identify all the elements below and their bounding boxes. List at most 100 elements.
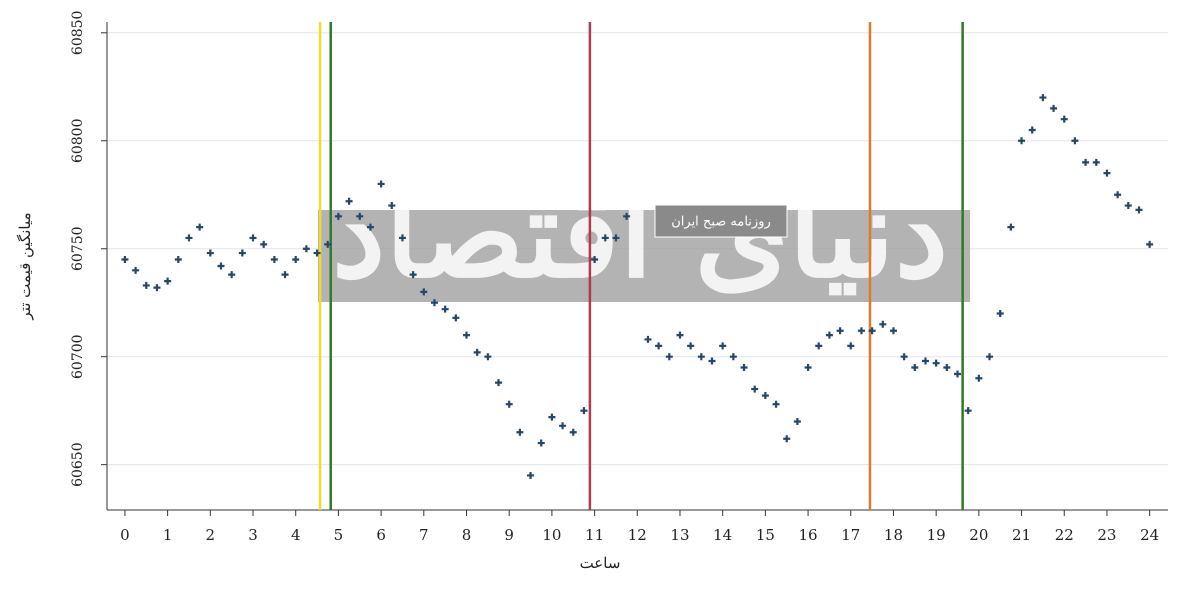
data-point (484, 353, 492, 361)
data-point (121, 256, 129, 264)
watermark-band (318, 210, 970, 302)
y-tick-label: 60700 (70, 334, 86, 379)
data-point (804, 363, 812, 371)
data-point (270, 256, 278, 264)
data-point (153, 284, 161, 292)
data-point (580, 407, 588, 415)
data-point (612, 234, 620, 242)
data-point (857, 327, 865, 335)
data-point (601, 234, 609, 242)
x-tick-label: 4 (291, 526, 301, 544)
data-point (761, 392, 769, 400)
data-point (527, 471, 535, 479)
data-point (1114, 191, 1122, 199)
data-point (430, 299, 438, 307)
data-point (996, 310, 1004, 318)
x-tick-label: 16 (799, 526, 818, 544)
data-point (1018, 137, 1026, 145)
data-point (569, 428, 577, 436)
data-point (1007, 223, 1015, 231)
data-point (1060, 115, 1068, 123)
data-point (665, 353, 673, 361)
data-point (783, 435, 791, 443)
x-tick-label: 9 (504, 526, 514, 544)
x-tick-label: 12 (628, 526, 647, 544)
data-point (441, 305, 449, 313)
data-point (249, 234, 257, 242)
data-point (676, 331, 684, 339)
data-point (1103, 169, 1111, 177)
data-point (1135, 206, 1143, 214)
x-tick-label: 10 (542, 526, 561, 544)
data-point (313, 249, 321, 257)
data-point (772, 400, 780, 408)
data-point (495, 379, 503, 387)
y-tick-label: 60850 (70, 11, 86, 56)
data-point (409, 271, 417, 279)
x-tick-label: 15 (756, 526, 775, 544)
data-point (356, 212, 364, 220)
watermark-title: دنیای اقتصاد (332, 164, 948, 305)
data-point (964, 407, 972, 415)
data-point (185, 234, 193, 242)
data-point (452, 314, 460, 322)
x-tick-label: 0 (120, 526, 130, 544)
data-point (238, 249, 246, 257)
data-point (900, 353, 908, 361)
data-point (921, 357, 929, 365)
y-tick-label: 60800 (70, 118, 86, 163)
data-point (623, 212, 631, 220)
x-tick-label: 3 (248, 526, 258, 544)
data-point (142, 281, 150, 289)
data-point (986, 353, 994, 361)
x-tick-label: 7 (419, 526, 429, 544)
y-tick-label: 60650 (70, 442, 86, 487)
data-point (1071, 137, 1079, 145)
x-tick-label: 5 (334, 526, 344, 544)
data-point (228, 271, 236, 279)
x-tick-label: 14 (713, 526, 732, 544)
data-point (729, 353, 737, 361)
data-point (398, 234, 406, 242)
data-point (655, 342, 663, 350)
data-point (1028, 126, 1036, 134)
data-point (1050, 104, 1058, 112)
data-point (719, 342, 727, 350)
data-point (687, 342, 695, 350)
data-point (366, 223, 374, 231)
data-point (815, 342, 823, 350)
data-point (388, 202, 396, 210)
x-axis-title: ساعت (580, 554, 621, 572)
data-point (591, 256, 599, 264)
x-tick-label: 6 (376, 526, 386, 544)
x-tick-label: 24 (1140, 526, 1159, 544)
data-point (1082, 158, 1090, 166)
data-point (975, 374, 983, 382)
x-tick-label: 8 (462, 526, 472, 544)
data-point (132, 266, 140, 274)
data-point (911, 363, 919, 371)
data-point (174, 256, 182, 264)
data-point (164, 277, 172, 285)
x-tick-label: 18 (884, 526, 903, 544)
x-tick-label: 20 (969, 526, 988, 544)
data-point (889, 327, 897, 335)
x-tick-label: 11 (585, 526, 604, 544)
data-point (324, 240, 332, 248)
data-point (943, 363, 951, 371)
x-tick-label: 23 (1097, 526, 1116, 544)
data-point (292, 256, 300, 264)
data-point (377, 180, 385, 188)
data-point (1039, 94, 1047, 102)
data-point (825, 331, 833, 339)
y-axis-title: میانگین قیمت تتر (16, 212, 34, 320)
data-point (740, 363, 748, 371)
data-point (473, 348, 481, 356)
data-point (345, 197, 353, 205)
x-tick-label: 1 (163, 526, 173, 544)
data-point (334, 212, 342, 220)
data-point (260, 240, 268, 248)
data-point (932, 359, 940, 367)
data-point (302, 245, 310, 253)
